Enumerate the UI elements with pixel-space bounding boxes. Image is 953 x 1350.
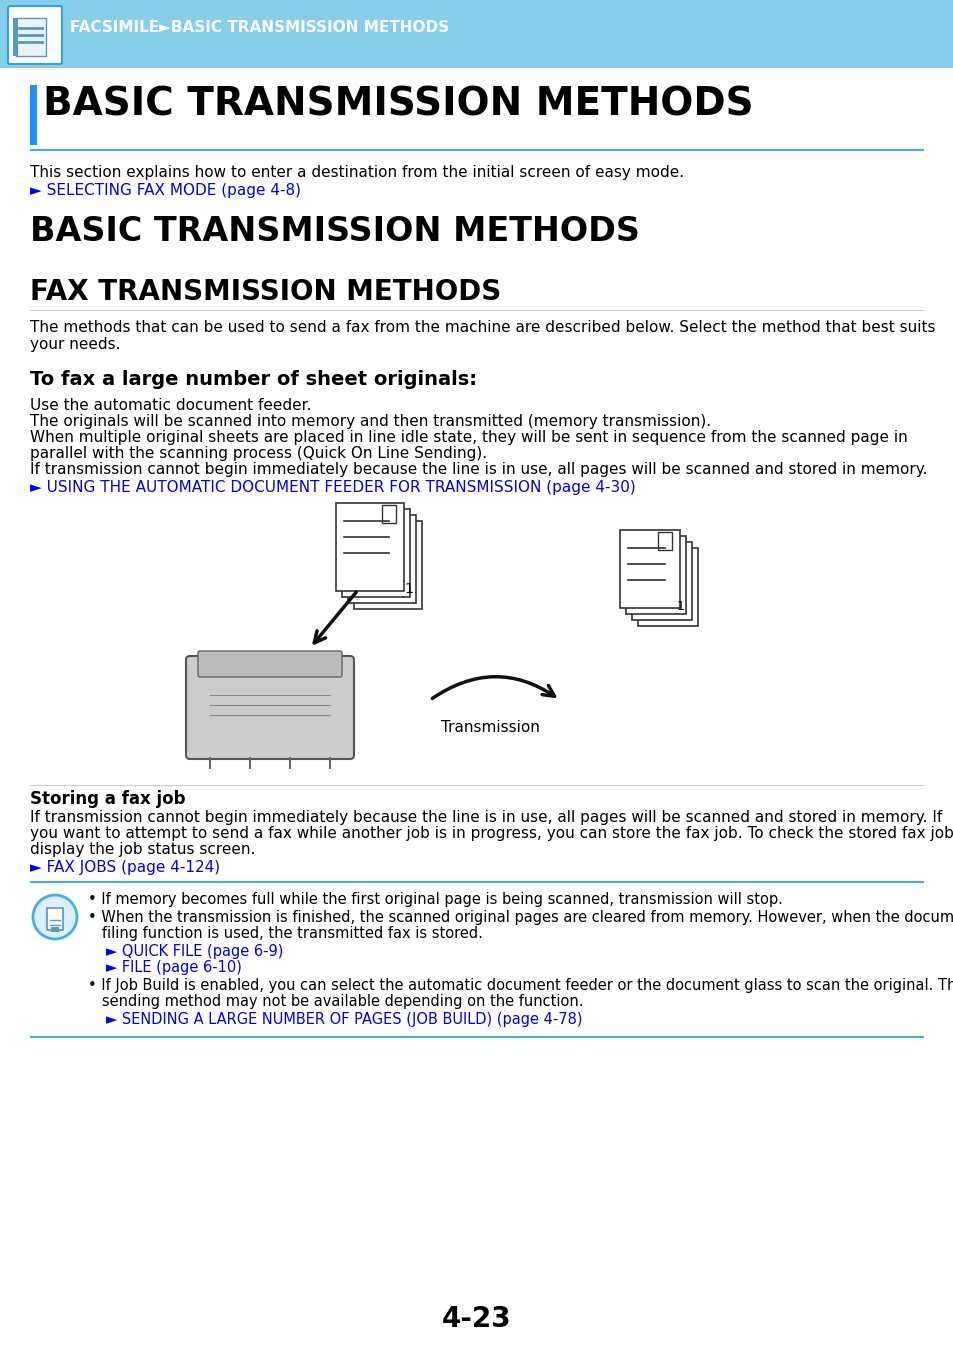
Bar: [348, 514, 416, 603]
Text: The methods that can be used to send a fax from the machine are described below.: The methods that can be used to send a f…: [30, 320, 935, 335]
Text: ► FAX JOBS (page 4-124): ► FAX JOBS (page 4-124): [30, 860, 220, 875]
Text: If transmission cannot begin immediately because the line is in use, all pages w: If transmission cannot begin immediately…: [30, 810, 942, 825]
Text: BASIC TRANSMISSION METHODS: BASIC TRANSMISSION METHODS: [30, 215, 639, 248]
Text: Transmission: Transmission: [440, 720, 538, 734]
Text: Storing a fax job: Storing a fax job: [30, 790, 185, 809]
Text: filing function is used, the transmitted fax is stored.: filing function is used, the transmitted…: [88, 926, 482, 941]
Bar: [335, 504, 403, 591]
Bar: [354, 521, 421, 609]
Bar: [341, 509, 410, 597]
Text: ► SENDING A LARGE NUMBER OF PAGES (JOB BUILD) (page 4-78): ► SENDING A LARGE NUMBER OF PAGES (JOB B…: [106, 1012, 582, 1027]
Bar: [625, 536, 685, 614]
Text: To fax a large number of sheet originals:: To fax a large number of sheet originals…: [30, 370, 476, 389]
Text: BASIC TRANSMISSION METHODS: BASIC TRANSMISSION METHODS: [43, 85, 753, 123]
Text: you want to attempt to send a fax while another job is in progress, you can stor: you want to attempt to send a fax while …: [30, 826, 953, 841]
Bar: [47, 909, 63, 930]
Text: Use the automatic document feeder.: Use the automatic document feeder.: [30, 398, 312, 413]
Circle shape: [33, 895, 77, 940]
FancyBboxPatch shape: [8, 5, 62, 63]
Text: • When the transmission is finished, the scanned original pages are cleared from: • When the transmission is finished, the…: [88, 910, 953, 925]
Text: When multiple original sheets are placed in line idle state, they will be sent i: When multiple original sheets are placed…: [30, 431, 907, 446]
Text: ► FILE (page 6-10): ► FILE (page 6-10): [106, 960, 242, 975]
Text: 1: 1: [677, 599, 684, 613]
Text: FAX TRANSMISSION METHODS: FAX TRANSMISSION METHODS: [30, 278, 500, 306]
Text: 4-23: 4-23: [442, 1305, 511, 1332]
Bar: [631, 541, 691, 620]
Text: your needs.: your needs.: [30, 338, 120, 352]
Bar: [30, 85, 37, 144]
Bar: [16, 18, 46, 55]
Bar: [51, 927, 59, 931]
FancyBboxPatch shape: [186, 656, 354, 759]
Text: 1: 1: [403, 582, 413, 595]
Bar: [0, 0, 953, 68]
Text: • If memory becomes full while the first original page is being scanned, transmi: • If memory becomes full while the first…: [88, 892, 782, 907]
Text: display the job status screen.: display the job status screen.: [30, 842, 255, 857]
Text: The originals will be scanned into memory and then transmitted (memory transmiss: The originals will be scanned into memor…: [30, 414, 710, 429]
Text: This section explains how to enter a destination from the initial screen of easy: This section explains how to enter a des…: [30, 165, 683, 180]
Text: sending method may not be available depending on the function.: sending method may not be available depe…: [88, 994, 583, 1008]
Bar: [658, 532, 671, 549]
Text: parallel with the scanning process (Quick On Line Sending).: parallel with the scanning process (Quic…: [30, 446, 487, 460]
Text: ► QUICK FILE (page 6-9): ► QUICK FILE (page 6-9): [106, 944, 283, 958]
Text: • If Job Build is enabled, you can select the automatic document feeder or the d: • If Job Build is enabled, you can selec…: [88, 977, 953, 994]
Bar: [13, 18, 18, 55]
Text: If transmission cannot begin immediately because the line is in use, all pages w: If transmission cannot begin immediately…: [30, 462, 926, 477]
Bar: [638, 548, 698, 626]
FancyBboxPatch shape: [198, 651, 341, 676]
Text: FACSIMILE►BASIC TRANSMISSION METHODS: FACSIMILE►BASIC TRANSMISSION METHODS: [70, 20, 449, 35]
Bar: [381, 505, 395, 522]
Text: ► SELECTING FAX MODE (page 4-8): ► SELECTING FAX MODE (page 4-8): [30, 184, 301, 198]
Text: ► USING THE AUTOMATIC DOCUMENT FEEDER FOR TRANSMISSION (page 4-30): ► USING THE AUTOMATIC DOCUMENT FEEDER FO…: [30, 481, 635, 495]
Bar: [619, 531, 679, 608]
